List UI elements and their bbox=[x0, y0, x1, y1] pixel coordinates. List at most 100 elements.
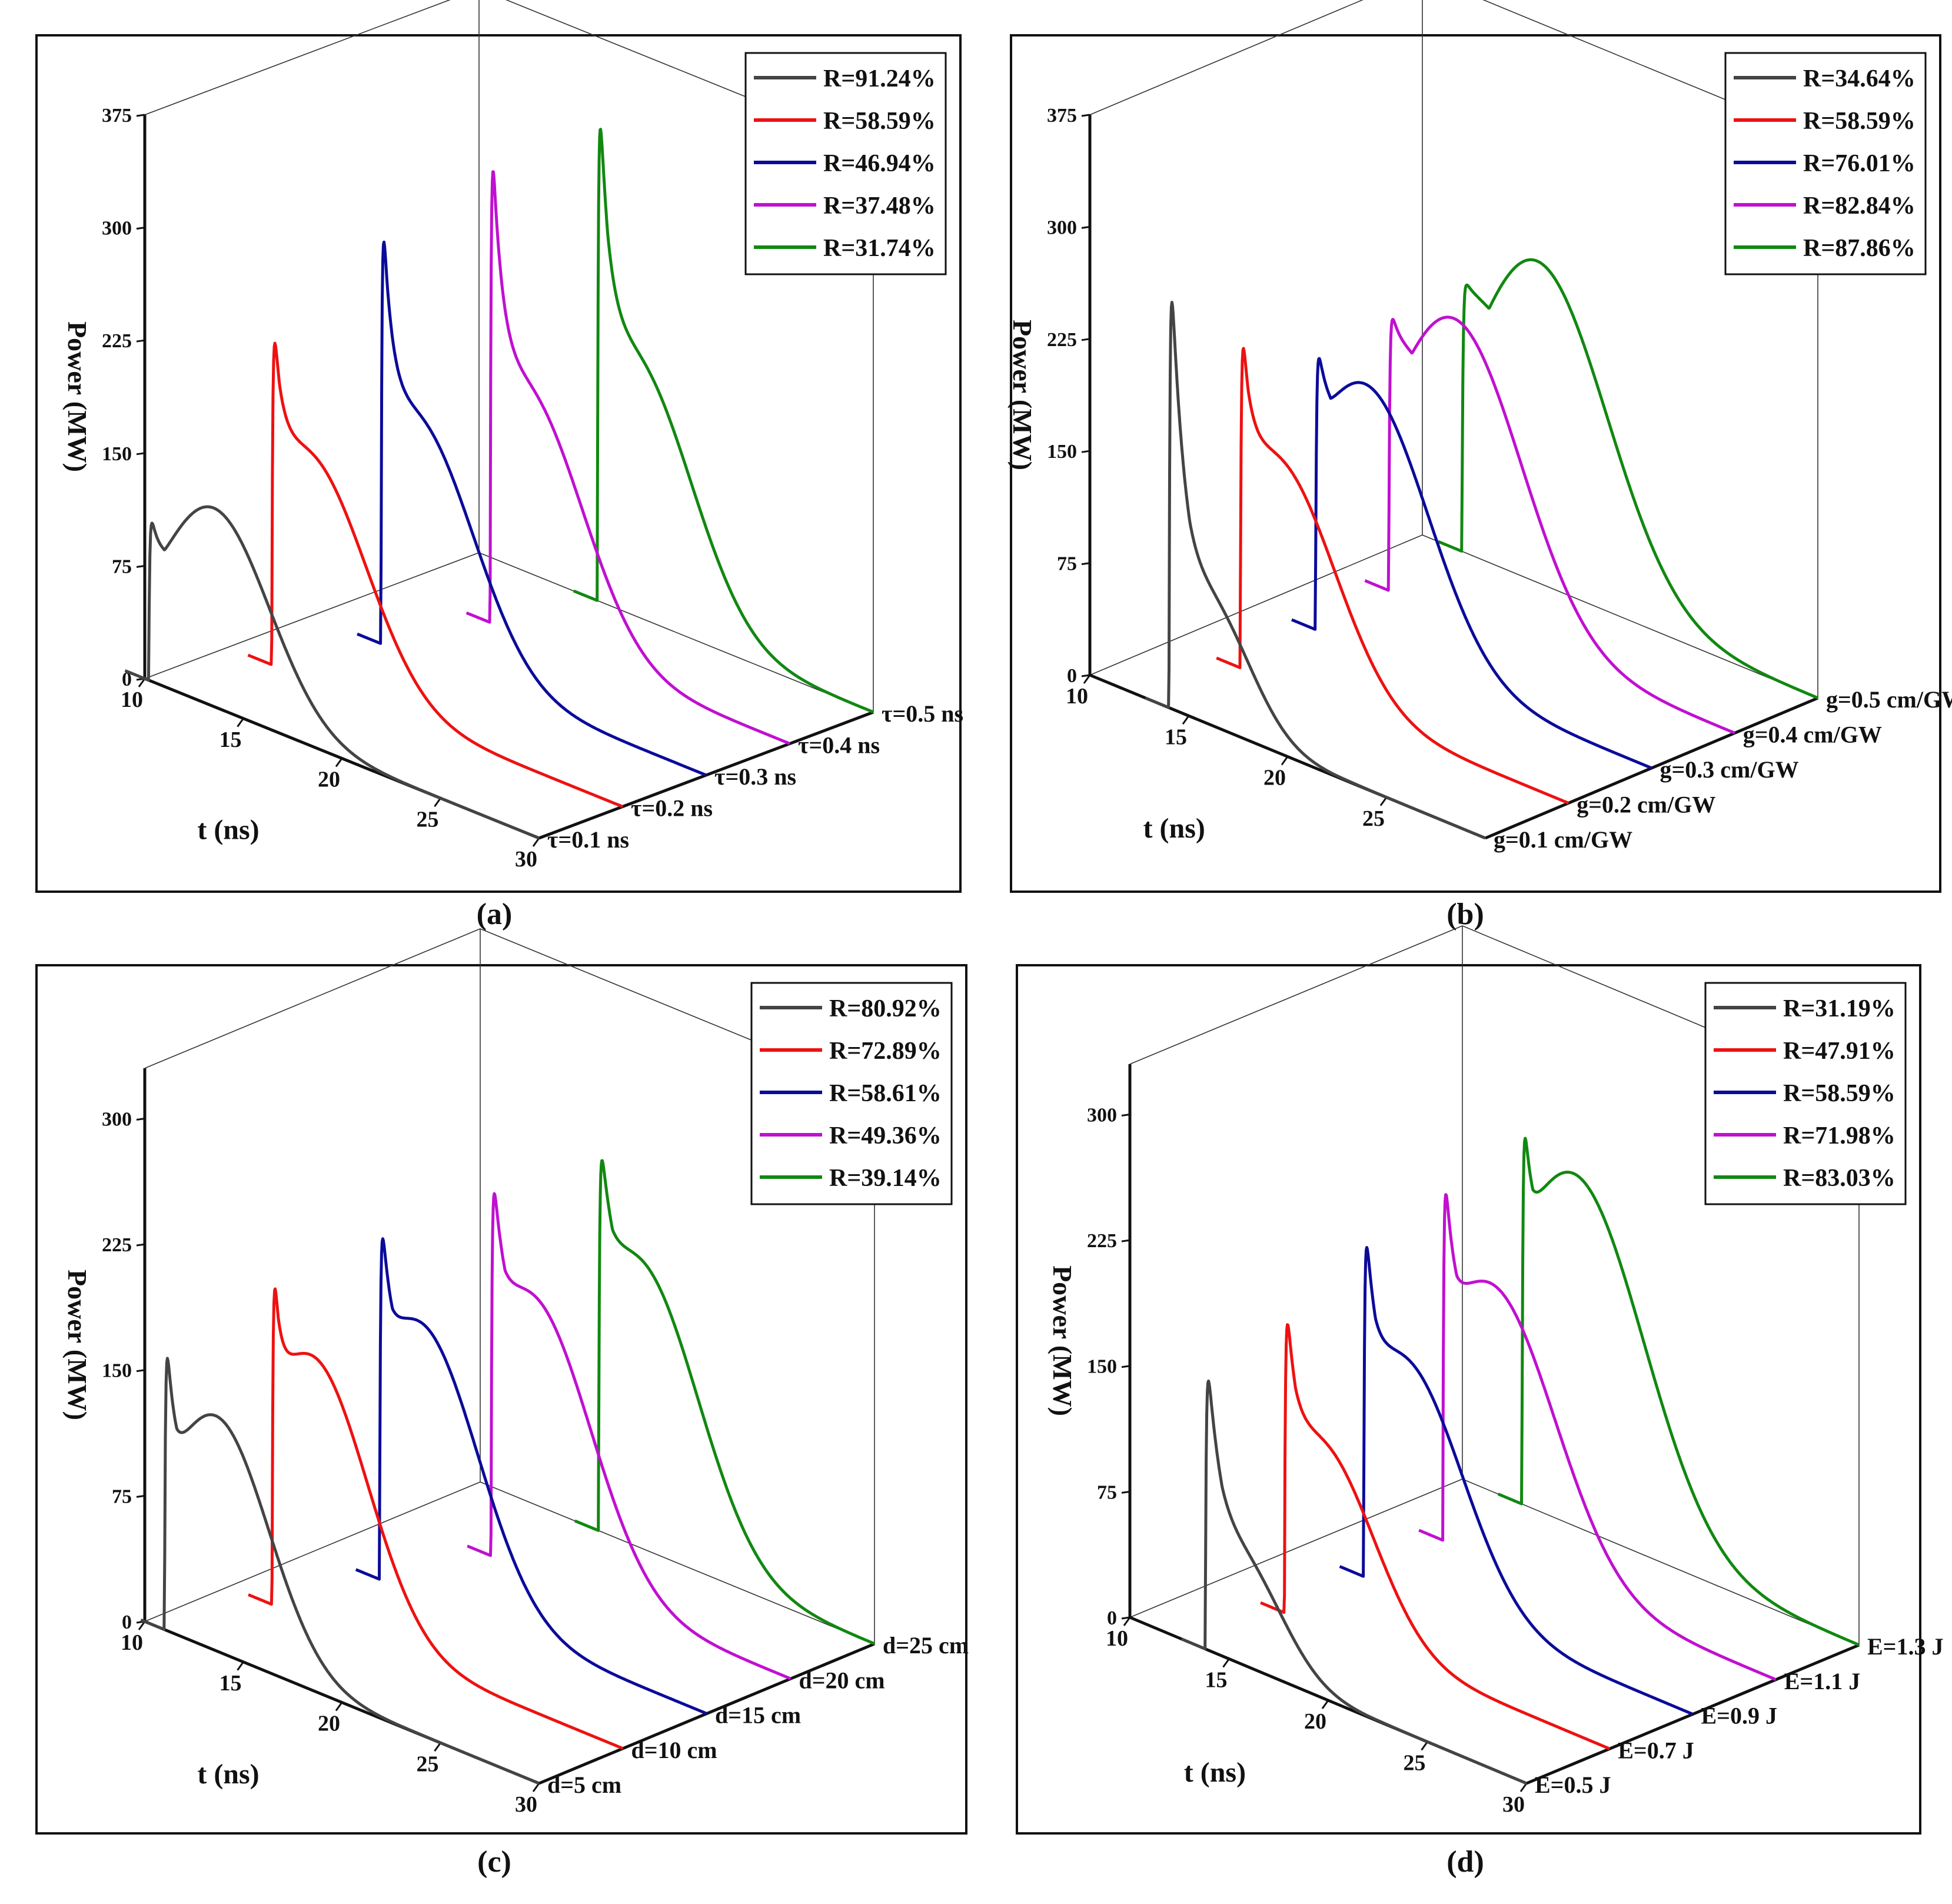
series-line-3 bbox=[356, 240, 707, 777]
x-tick bbox=[1519, 1783, 1528, 1792]
legend-label: R=72.89% bbox=[829, 1038, 942, 1065]
y-tick-label: 300 bbox=[102, 1108, 132, 1130]
y-tick bbox=[136, 1494, 145, 1498]
x-tick bbox=[138, 678, 146, 687]
box-edge bbox=[1089, 0, 1364, 115]
series-line-4 bbox=[465, 170, 791, 745]
panel-label: (c) bbox=[477, 1845, 511, 1879]
y-tick bbox=[1121, 1113, 1130, 1117]
x-tick-label: 20 bbox=[318, 1712, 340, 1736]
legend: R=80.92% R=72.89% R=58.61% R=49.36% R=39.14% bbox=[750, 982, 953, 1205]
legend-label: R=39.14% bbox=[829, 1165, 942, 1192]
legend-label: R=58.59% bbox=[823, 108, 936, 135]
y-tick bbox=[136, 1369, 145, 1373]
x-tick bbox=[1421, 1741, 1428, 1751]
y-tick-label: 225 bbox=[102, 1234, 132, 1256]
panel-frame bbox=[35, 964, 967, 1835]
legend-label: R=82.84% bbox=[1803, 192, 1916, 220]
box-edge bbox=[144, 928, 481, 1069]
x-tick bbox=[434, 798, 441, 808]
y-tick bbox=[136, 564, 145, 568]
y-tick bbox=[1081, 225, 1090, 229]
series-line-4 bbox=[466, 1192, 792, 1680]
x-tick bbox=[1222, 1658, 1230, 1668]
y-tick-label: 300 bbox=[102, 218, 132, 240]
box-edge bbox=[144, 552, 480, 679]
box-edge bbox=[480, 1481, 875, 1644]
x-tick bbox=[1379, 796, 1388, 806]
legend-label: R=76.01% bbox=[1803, 150, 1916, 177]
legend-label: R=34.64% bbox=[1803, 65, 1916, 92]
legend-label: R=87.86% bbox=[1803, 235, 1916, 262]
y-axis-title: Power (MW) bbox=[62, 1270, 92, 1420]
x-tick-label: 20 bbox=[1304, 1709, 1326, 1734]
depth-axis bbox=[1485, 696, 1818, 840]
x-tick-label: 20 bbox=[1263, 766, 1286, 790]
y-tick-label: 0 bbox=[1067, 665, 1077, 687]
depth-label: g=0.2 cm/GW bbox=[1577, 792, 1715, 818]
x-tick bbox=[1123, 1617, 1131, 1626]
x-tick bbox=[1182, 715, 1190, 725]
y-tick bbox=[1121, 1239, 1130, 1242]
panel-label: (a) bbox=[477, 898, 513, 931]
box-edge bbox=[1462, 1478, 1860, 1646]
x-tick bbox=[335, 1702, 343, 1712]
panel-frame bbox=[35, 34, 962, 893]
legend-label: R=71.98% bbox=[1783, 1122, 1896, 1149]
x-tick-label: 30 bbox=[515, 847, 537, 872]
depth-label: E=1.3 J bbox=[1867, 1633, 1943, 1660]
x-tick-label: 25 bbox=[417, 807, 439, 832]
panel-label: (b) bbox=[1446, 898, 1484, 931]
depth-label: E=0.5 J bbox=[1535, 1772, 1611, 1798]
legend-label: R=37.48% bbox=[823, 192, 936, 220]
depth-label: d=5 cm bbox=[547, 1772, 621, 1798]
legend-label: R=49.36% bbox=[829, 1122, 942, 1149]
series-line-3 bbox=[1291, 357, 1652, 770]
x-tick-label: 25 bbox=[1362, 806, 1385, 831]
series-line-3 bbox=[355, 1237, 708, 1715]
x-axis-title: t (ns) bbox=[1184, 1757, 1246, 1788]
depth-label: d=15 cm bbox=[715, 1702, 801, 1729]
series-line-5 bbox=[1497, 1137, 1860, 1647]
box-edge bbox=[1422, 534, 1818, 699]
legend-label: R=58.59% bbox=[1783, 1080, 1896, 1107]
series-line-1 bbox=[1180, 1379, 1528, 1785]
y-axis-title: Power (MW) bbox=[62, 321, 92, 472]
x-tick-label: 10 bbox=[1066, 684, 1088, 709]
x-axis-title: t (ns) bbox=[197, 815, 259, 846]
y-tick bbox=[136, 1243, 145, 1247]
legend-label: R=80.92% bbox=[829, 995, 942, 1022]
depth-label: τ=0.3 ns bbox=[714, 763, 796, 790]
depth-label: g=0.1 cm/GW bbox=[1494, 826, 1632, 853]
x-tick-label: 25 bbox=[417, 1752, 439, 1776]
depth-label: d=25 cm bbox=[883, 1632, 969, 1659]
y-axis-title: Power (MW) bbox=[1048, 1265, 1078, 1416]
panel-a: 0 75 150 225 300 375 10 15 20 25 30 Power (MW) t (ns… bbox=[35, 0, 963, 931]
x-tick bbox=[532, 838, 540, 847]
panel-label: (d) bbox=[1446, 1845, 1484, 1879]
legend-label: R=58.61% bbox=[829, 1080, 942, 1107]
legend-label: R=31.74% bbox=[823, 235, 936, 262]
depth-label: E=0.9 J bbox=[1701, 1703, 1777, 1729]
x-tick bbox=[532, 1783, 540, 1792]
y-tick-label: 225 bbox=[1087, 1230, 1117, 1252]
x-tick bbox=[1083, 674, 1091, 684]
depth-label: d=20 cm bbox=[799, 1667, 885, 1693]
y-tick-label: 300 bbox=[1047, 217, 1077, 238]
y-tick bbox=[1081, 338, 1090, 341]
legend-label: R=58.59% bbox=[1803, 108, 1916, 135]
series-line-5 bbox=[1437, 258, 1819, 700]
y-tick-label: 75 bbox=[112, 556, 132, 577]
y-axis-title: Power (MW) bbox=[1007, 320, 1037, 470]
series-line-4 bbox=[1364, 315, 1736, 735]
y-tick-label: 375 bbox=[1047, 105, 1077, 127]
panel-c: 0 75 150 225 300 10 15 20 25 30 Power (MW) t (ns) d=… bbox=[35, 928, 969, 1879]
x-tick bbox=[335, 757, 343, 767]
box-edge bbox=[144, 0, 451, 115]
y-tick bbox=[136, 227, 145, 230]
y-tick-label: 0 bbox=[1107, 1607, 1117, 1629]
box-edge bbox=[1129, 925, 1463, 1065]
x-tick bbox=[237, 717, 244, 727]
